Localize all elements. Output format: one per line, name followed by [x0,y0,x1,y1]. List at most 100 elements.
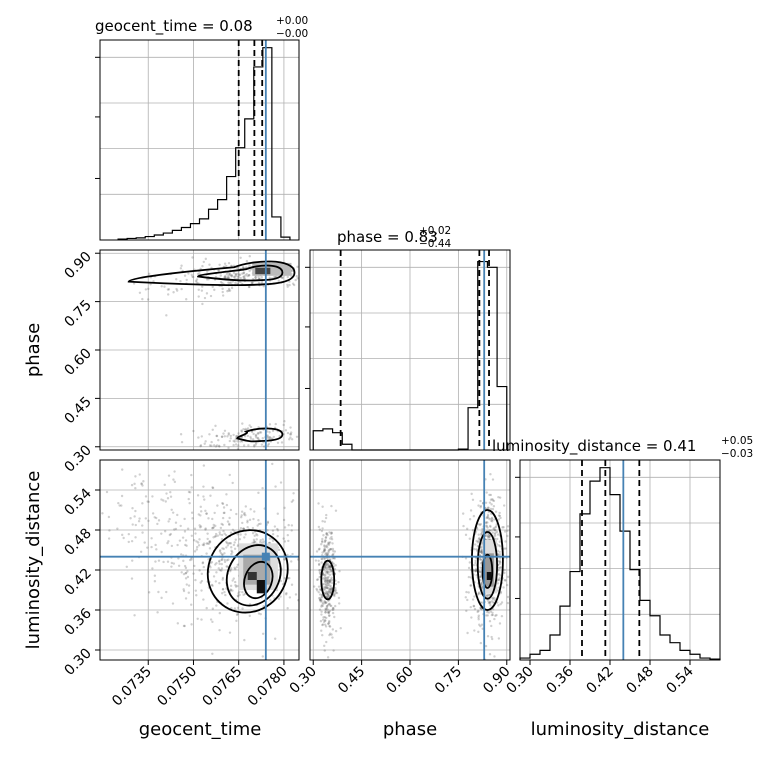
scatter-point [118,504,121,507]
scatter-point [134,536,137,539]
scatter-point [229,437,232,440]
scatter-point [182,624,186,628]
scatter-point [498,562,501,566]
scatter-point [320,539,324,543]
scatter-point [248,457,250,459]
scatter-point [288,576,291,580]
scatter-point [319,568,322,572]
scatter-point [251,532,255,535]
scatter-point [325,553,328,557]
scatter-point [498,496,502,499]
scatter-point [214,563,217,566]
scatter-point [130,483,134,487]
scatter-point [323,599,326,603]
scatter-point [289,433,293,436]
scatter-point [328,624,331,628]
scatter-point [485,534,489,538]
scatter-point [147,272,151,276]
scatter-point [491,499,495,502]
scatter-point [291,282,295,285]
scatter-point [262,540,266,543]
scatter-point [283,506,286,510]
scatter-point [235,613,239,617]
scatter-point [300,601,302,603]
scatter-point [490,529,493,532]
scatter-point [190,511,194,514]
scatter-point [186,570,189,573]
scatter-point [218,628,221,632]
scatter-point [324,516,328,520]
scatter-point [189,491,192,494]
scatter-point [326,562,329,565]
scatter-point [292,283,296,287]
scatter-point [498,561,501,564]
scatter-point [501,526,504,529]
scatter-point [249,437,253,440]
scatter-point [212,526,215,529]
title-phase-down: −0.44 [419,238,451,250]
scatter-point [315,550,319,553]
scatter-point [259,612,262,616]
title-luminosity-distance-down: −0.03 [721,448,753,460]
scatter-point [307,595,309,597]
scatter-point [286,431,290,435]
scatter-point [259,539,262,542]
scatter-point [205,292,209,295]
scatter-point [237,592,240,595]
scatter-point [234,585,238,588]
scatter-point [475,548,478,551]
scatter-point [324,539,327,542]
scatter-point [227,272,231,276]
contour-line [206,529,289,614]
scatter-point [479,522,483,526]
scatter-point [172,478,175,481]
scatter-point [324,625,328,628]
scatter-point [235,619,238,623]
scatter-point [151,495,154,498]
scatter-point [332,274,334,276]
scatter-point [318,608,322,611]
scatter-point [488,652,492,656]
scatter-point [491,518,494,522]
scatter-point [242,527,245,530]
scatter-point [498,622,502,625]
scatter-point [327,541,330,545]
scatter-point [330,604,333,608]
scatter-point [180,287,183,291]
scatter-point [268,537,272,540]
scatter-point [323,649,326,652]
scatter-point [323,557,326,560]
scatter-point [474,567,478,571]
scatter-point [327,610,331,614]
scatter-point [327,566,330,569]
scatter-point [185,544,188,547]
scatter-point [218,263,221,266]
scatter-point [472,563,475,567]
scatter-point [328,620,331,623]
scatter-point [105,490,109,494]
contour-line [320,559,336,601]
scatter-point [282,558,286,561]
scatter-point [221,281,224,285]
scatter-point [252,541,256,544]
scatter-point [134,509,137,513]
scatter-point [486,515,490,518]
scatter-point [246,434,250,438]
scatter-point [488,501,492,504]
scatter-point [487,529,491,532]
scatter-point [153,516,156,519]
scatter-point [221,502,225,506]
scatter-point [244,274,247,277]
scatter-point [156,522,159,526]
scatter-point [498,540,502,543]
scatter-point [266,444,270,447]
scatter-point [322,586,325,589]
scatter-point [261,486,264,490]
scatter-point [202,542,206,545]
scatter-point [172,291,175,294]
scatter-point [228,439,231,443]
scatter-point [319,596,322,599]
scatter-point [133,515,136,518]
scatter-point [324,566,327,569]
